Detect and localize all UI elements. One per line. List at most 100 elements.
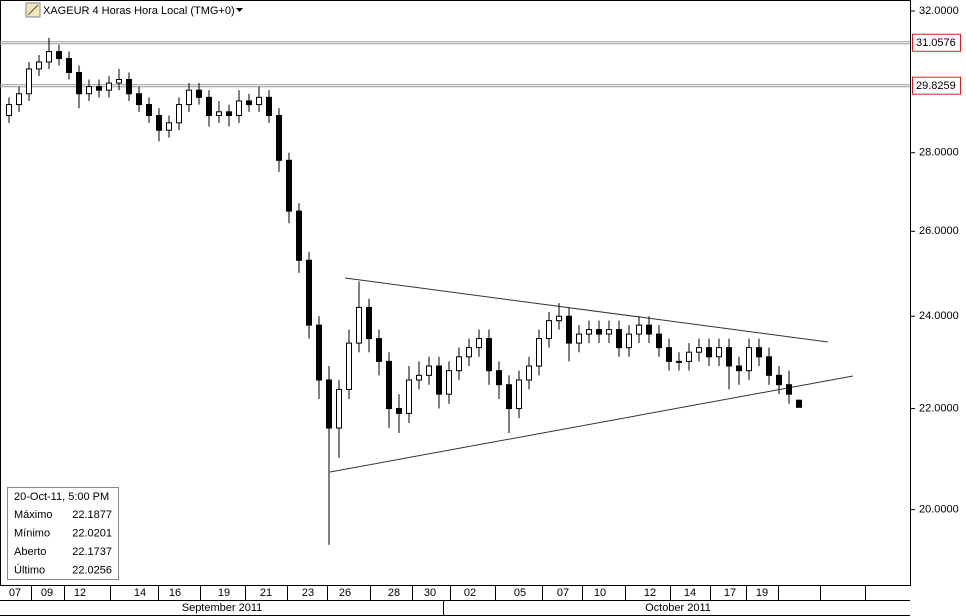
candle-body bbox=[186, 89, 192, 106]
candle-body bbox=[776, 374, 782, 386]
candle-body bbox=[56, 51, 62, 60]
candle-body bbox=[716, 347, 722, 358]
info-date: 20-Oct-11, 5:00 PM bbox=[14, 491, 109, 503]
candle-body bbox=[586, 329, 592, 335]
candle-body bbox=[26, 68, 32, 95]
candle-body bbox=[16, 93, 22, 106]
candle-body bbox=[616, 329, 622, 349]
x-tick-label: 23 bbox=[302, 587, 314, 599]
candle-body bbox=[646, 324, 652, 335]
candle-body bbox=[516, 379, 522, 410]
x-tick-label: 02 bbox=[464, 587, 476, 599]
level-label: 29.8259 bbox=[916, 80, 956, 92]
candle-body bbox=[386, 360, 392, 410]
x-tick-label: 05 bbox=[514, 587, 526, 599]
y-tick-label: 32.0000 bbox=[919, 5, 959, 17]
x-tick-label: 09 bbox=[41, 587, 53, 599]
y-tick-label: 24.0000 bbox=[919, 310, 959, 322]
candle-body bbox=[116, 79, 122, 84]
candle-body bbox=[106, 82, 112, 91]
x-tick-label: 17 bbox=[724, 587, 736, 599]
x-tick-label: 26 bbox=[339, 587, 351, 599]
candle-body bbox=[86, 86, 92, 95]
info-value: 22.1737 bbox=[72, 546, 112, 558]
candle-body bbox=[656, 333, 662, 349]
candle-body bbox=[66, 58, 72, 73]
candle-body bbox=[706, 347, 712, 358]
candle-body bbox=[596, 329, 602, 335]
level-label-box bbox=[912, 76, 961, 95]
month-label: September 2011 bbox=[182, 602, 263, 614]
info-value: 22.0256 bbox=[72, 564, 112, 576]
x-tick-label: 28 bbox=[388, 587, 400, 599]
candle-body bbox=[36, 61, 42, 70]
candle-body bbox=[366, 306, 372, 340]
candle-body bbox=[286, 159, 292, 212]
candle-body bbox=[736, 365, 742, 372]
candle-body bbox=[166, 122, 172, 131]
candle-body bbox=[156, 114, 162, 131]
candle-body bbox=[276, 114, 282, 161]
info-box-frame bbox=[7, 487, 119, 580]
candle-body bbox=[696, 347, 702, 353]
candle-body bbox=[316, 324, 322, 381]
candle-body bbox=[6, 104, 12, 116]
candle-body bbox=[46, 51, 52, 63]
candle-body bbox=[496, 370, 502, 386]
candle-body bbox=[566, 315, 572, 344]
candle-body bbox=[626, 333, 632, 349]
candle-body bbox=[446, 370, 452, 395]
candle-body bbox=[536, 338, 542, 367]
x-tick-label: 07 bbox=[9, 587, 21, 599]
trend-line-lower bbox=[329, 375, 854, 473]
candle-body bbox=[486, 338, 492, 372]
x-tick-label: 14 bbox=[684, 587, 696, 599]
title-dropdown[interactable] bbox=[236, 8, 243, 12]
info-label: Último bbox=[14, 563, 45, 576]
candle-body bbox=[766, 356, 772, 376]
candle-body bbox=[266, 96, 272, 116]
chart-title[interactable]: XAGEUR 4 Horas Hora Local (TMG+0) bbox=[43, 5, 235, 17]
x-tick-label: 19 bbox=[218, 587, 230, 599]
candle-body bbox=[526, 365, 532, 381]
candle-body bbox=[476, 338, 482, 349]
candle-body bbox=[216, 111, 222, 116]
candle-body bbox=[576, 333, 582, 344]
x-tick-label: 21 bbox=[260, 587, 272, 599]
candle-body bbox=[546, 320, 552, 340]
candle-body bbox=[256, 96, 262, 106]
title-icon-stroke bbox=[27, 4, 39, 16]
candle-body bbox=[796, 399, 802, 408]
candle-body bbox=[786, 384, 792, 395]
candle-body bbox=[146, 104, 152, 116]
candle-body bbox=[666, 347, 672, 362]
info-value: 22.1877 bbox=[72, 509, 112, 521]
candle-body bbox=[226, 111, 232, 116]
x-tick-label: 19 bbox=[756, 587, 768, 599]
candle-body bbox=[416, 374, 422, 381]
candle-body bbox=[456, 356, 462, 372]
candle-body bbox=[376, 338, 382, 362]
x-tick-label: 16 bbox=[169, 587, 181, 599]
candle-body bbox=[236, 100, 242, 116]
y-tick-label: 22.0000 bbox=[919, 402, 959, 414]
info-label: Aberto bbox=[14, 546, 46, 558]
info-label: Máximo bbox=[14, 509, 53, 521]
x-tick-label: 12 bbox=[644, 587, 656, 599]
candle-body bbox=[336, 388, 342, 429]
candle-body bbox=[686, 351, 692, 362]
candle-body bbox=[326, 379, 332, 429]
info-value: 22.0201 bbox=[72, 527, 112, 539]
candle-body bbox=[296, 210, 302, 261]
candle-body bbox=[726, 347, 732, 367]
candle-body bbox=[636, 324, 642, 335]
info-label: Mínimo bbox=[14, 527, 50, 539]
x-tick-label: 14 bbox=[134, 587, 146, 599]
candle-body bbox=[436, 365, 442, 395]
candle-body bbox=[176, 104, 182, 124]
x-tick-label: 30 bbox=[424, 587, 436, 599]
level-label-box bbox=[912, 33, 961, 52]
x-tick-label: 10 bbox=[594, 587, 606, 599]
